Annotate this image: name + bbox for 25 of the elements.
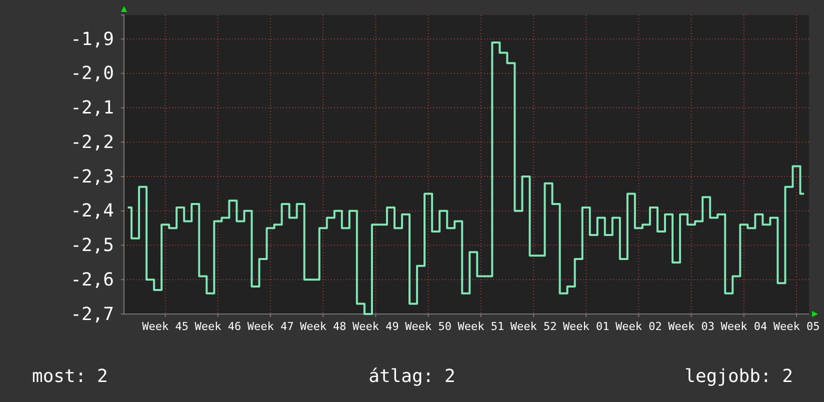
text: most: 2 <box>32 366 108 387</box>
x-tick-label: Week 49 <box>352 320 399 333</box>
x-tick-label: Week 48 <box>300 320 346 333</box>
y-tick-label: -2,5 <box>70 235 114 256</box>
y-tick-label: -2,3 <box>70 166 114 188</box>
x-tick-label: Week 45 <box>142 320 189 333</box>
x-tick-label: Week 04 <box>720 320 768 333</box>
y-tick-label: -2,6 <box>70 269 114 290</box>
x-tick-label: Week 50 <box>405 320 452 333</box>
y-tick-label: -1,9 <box>70 28 114 50</box>
x-tick-label: Week 52 <box>510 320 557 333</box>
text: átlag: 2 <box>368 366 456 387</box>
y-tick-label: -2,2 <box>70 132 114 153</box>
y-tick-label: -2,0 <box>70 63 114 84</box>
y-tick-label: -2,1 <box>70 98 114 119</box>
x-tick-label: Week 46 <box>194 320 242 333</box>
x-tick-label: Week 05 <box>773 320 820 333</box>
y-tick-label: -2,7 <box>70 304 114 325</box>
text: legjobb: 2 <box>684 366 793 387</box>
x-tick-label: Week 02 <box>616 320 662 333</box>
x-tick-label: Week 47 <box>247 320 294 333</box>
x-tick-label: Week 01 <box>562 320 610 333</box>
y-tick-label: -2,4 <box>70 200 114 222</box>
x-tick-label: Week 51 <box>458 320 504 333</box>
x-tick-label: Week 03 <box>668 320 714 333</box>
